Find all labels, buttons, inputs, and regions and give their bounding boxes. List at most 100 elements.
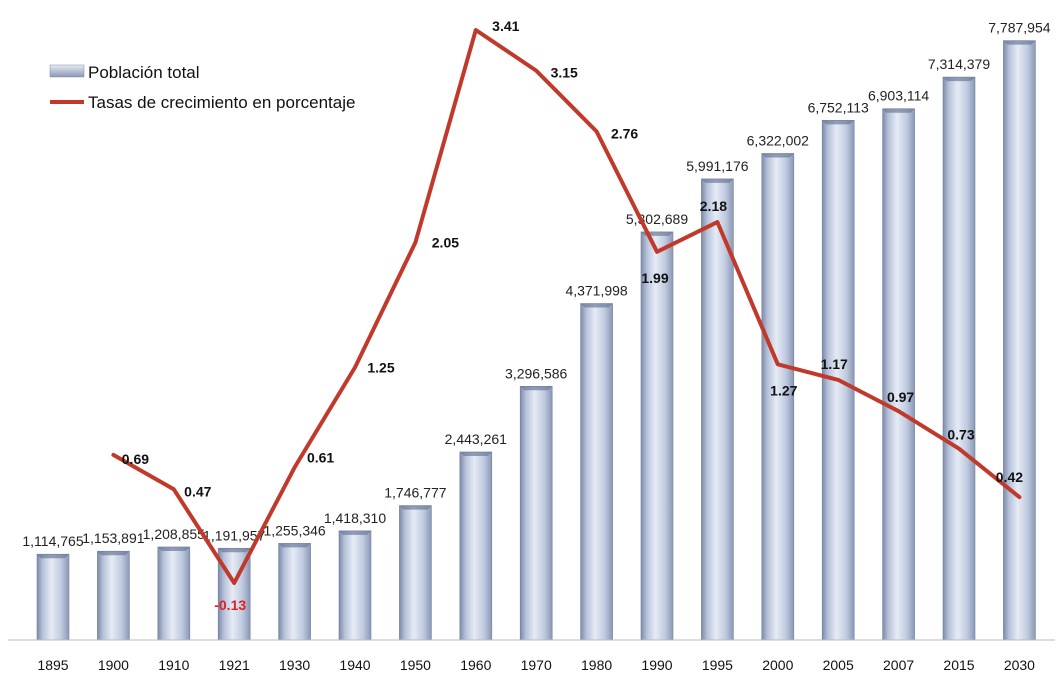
bar-body [882, 108, 915, 641]
bar-1970 [519, 385, 553, 641]
rate-value-label: 1.99 [641, 270, 668, 286]
x-tick-label: 2007 [883, 657, 914, 673]
legend-bar-swatch [49, 64, 85, 78]
bar-value-label: 1,746,777 [384, 485, 446, 501]
bar-body [942, 76, 976, 641]
rate-value-label: 1.27 [770, 382, 797, 398]
x-tick-label: 1921 [219, 657, 250, 673]
bar-value-label: 6,903,114 [868, 88, 929, 104]
bar-bevel [761, 153, 794, 158]
rate-value-label: 1.17 [821, 356, 848, 372]
rate-value-label: 0.42 [996, 469, 1023, 485]
bar-body [519, 385, 553, 641]
bar-value-label: 1,255,346 [263, 522, 325, 538]
bar-1940 [338, 530, 372, 641]
rate-value-label: 0.69 [122, 451, 149, 467]
bar-value-label: 1,208,855 [143, 526, 205, 542]
bar-bevel [218, 548, 251, 553]
bar-bevel [278, 543, 311, 548]
rate-value-label: 0.97 [887, 389, 914, 405]
rate-value-label: 3.41 [492, 18, 519, 34]
bar-1990 [640, 231, 674, 641]
bar-value-label: 1,191,957 [203, 527, 265, 543]
bar-value-label: 1,418,310 [324, 510, 386, 526]
rate-labels-layer: 0.69 0.47 -0.13 0.61 1.25 2.05 3.41 3.15 2.76 1.9… [122, 18, 1023, 613]
x-tick-label: 1900 [98, 657, 129, 673]
legend-bar-label: Población total [88, 63, 200, 82]
x-tick-label: 1995 [702, 657, 733, 673]
x-tick-label: 1940 [339, 657, 370, 673]
legend-line-label: Tasas de crecimiento en porcentaje [88, 93, 355, 112]
bar-bevel [580, 303, 613, 308]
rate-value-label: 0.61 [307, 449, 334, 465]
x-tick-label: 1970 [521, 657, 552, 673]
bar-value-label: 2,443,261 [445, 431, 507, 447]
bar-body [97, 550, 130, 641]
bar-bevel [882, 108, 915, 113]
rate-value-label: 2.05 [432, 234, 459, 250]
bar-bevel [943, 77, 975, 82]
bar-2007 [882, 108, 915, 641]
bar-bevel [157, 546, 190, 551]
bar-1930 [278, 543, 311, 641]
x-tick-label: 1960 [460, 657, 491, 673]
bar-2030 [1003, 40, 1036, 641]
x-tick-label: 2000 [762, 657, 793, 673]
rate-value-label: -0.13 [214, 597, 246, 613]
bar-bevel [37, 554, 69, 559]
bar-bevel [399, 505, 432, 510]
bar-1895 [36, 553, 70, 641]
bar-1960 [459, 451, 493, 641]
legend: Población total Tasas de crecimiento en … [49, 63, 355, 112]
bar-body [36, 553, 70, 641]
bar-value-label: 6,322,002 [747, 132, 809, 148]
x-tick-label: 1980 [581, 657, 612, 673]
rate-value-label: 2.76 [611, 126, 638, 142]
bar-body [580, 303, 613, 641]
bar-value-label: 4,371,998 [565, 283, 627, 299]
bar-value-label: 6,752,113 [808, 99, 869, 115]
x-tick-label: 2005 [823, 657, 854, 673]
bar-bevel [97, 551, 130, 556]
bar-body [278, 543, 311, 641]
bar-1950 [399, 505, 432, 641]
bar-body [459, 451, 493, 641]
bar-value-label: 3,296,586 [505, 365, 567, 381]
bar-bevel [520, 386, 553, 391]
x-tick-label: 1930 [279, 657, 310, 673]
bar-1980 [580, 303, 613, 641]
bar-value-label: 1,153,891 [82, 530, 144, 546]
rate-value-label: 2.18 [700, 198, 727, 214]
bar-bevel [459, 451, 492, 456]
x-tick-label: 1895 [37, 657, 68, 673]
bars-layer [36, 40, 1036, 641]
bar-1910 [157, 546, 191, 641]
bar-2000 [761, 153, 795, 641]
x-tick-label: 1990 [641, 657, 672, 673]
x-tick-label: 1950 [400, 657, 431, 673]
bar-1995 [701, 178, 734, 641]
bar-bevel [822, 120, 855, 125]
bar-value-label: 5,991,176 [686, 158, 748, 174]
bar-value-label: 5,302,689 [626, 211, 688, 227]
bar-body [338, 530, 372, 641]
bar-2015 [942, 76, 976, 641]
rate-value-label: 0.73 [947, 427, 974, 443]
x-tick-label: 2030 [1004, 657, 1035, 673]
rate-line [111, 28, 1022, 585]
x-axis-ticks: 1895 1900 1910 1921 1930 1940 1950 1960 1970 1980… [37, 657, 1035, 673]
bar-body [157, 546, 191, 641]
bar-value-label: 1,114,765 [22, 533, 83, 549]
bar-body [640, 231, 674, 641]
rate-value-label: 0.47 [184, 483, 211, 499]
bar-body [701, 178, 734, 641]
rate-value-label: 3.15 [551, 65, 578, 81]
bar-bevel [339, 530, 371, 535]
bar-body [399, 505, 432, 641]
bar-value-label: 7,787,954 [988, 20, 1050, 36]
bar-bevel [701, 178, 734, 183]
rate-value-label: 1.25 [367, 359, 394, 375]
rate-line-layer [111, 28, 1022, 585]
bar-value-label: 7,314,379 [928, 56, 990, 72]
